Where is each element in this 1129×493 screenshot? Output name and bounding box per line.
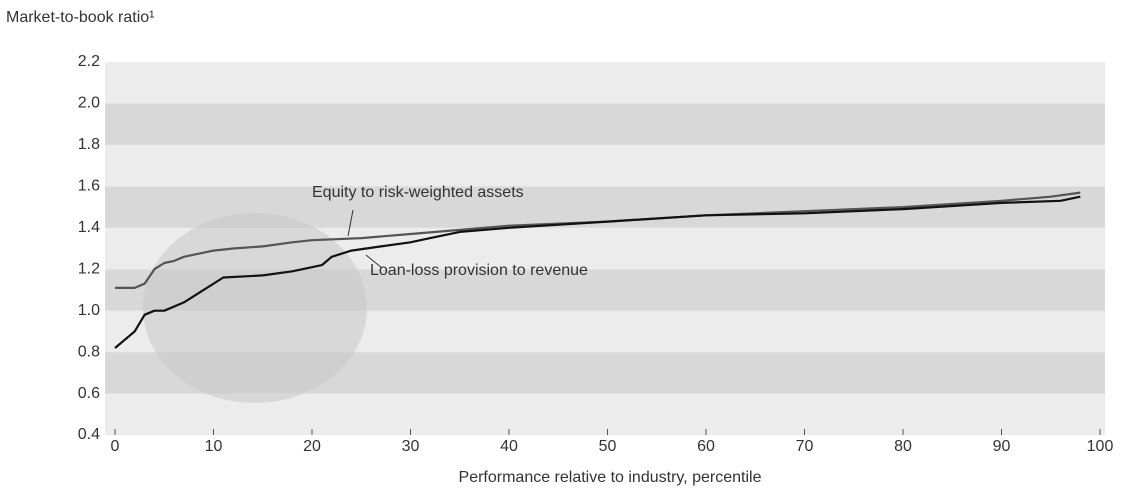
y-tick-label: 1.6 [78,178,100,195]
y-tick-label: 2.0 [78,95,100,112]
x-tick-label: 40 [500,438,518,455]
x-tick-label: 70 [796,438,814,455]
series-line [115,191,1081,289]
annotation-leader [365,254,383,269]
y-tick-label: 0.6 [78,385,100,402]
y-tick-label: 0.4 [78,426,100,443]
y-tick-label: 1.2 [78,260,100,277]
x-axis-title: Performance relative to industry, percen… [459,469,762,486]
series-line [114,195,1081,349]
x-tick-label: 100 [1087,438,1114,455]
y-tick-label: 0.8 [78,343,100,360]
x-tick-label: 60 [697,438,715,455]
y-tick-label: 1.0 [78,302,100,319]
highlight-ellipse [143,213,367,403]
x-tick-label: 0 [111,438,120,455]
grid-band [105,62,1105,104]
y-axis-title: Market-to-book ratio¹ [6,9,155,26]
x-tick-label: 20 [303,438,321,455]
x-tick-label: 30 [402,438,420,455]
y-tick-label: 2.2 [78,53,100,70]
series-label: Loan-loss provision to revenue [370,262,588,279]
x-tick-label: 90 [993,438,1011,455]
x-tick-label: 80 [894,438,912,455]
x-tick-label: 50 [599,438,617,455]
annotation-leader [347,209,354,237]
grid-band [105,103,1105,145]
series-label: Equity to risk-weighted assets [312,184,524,201]
y-tick-label: 1.4 [78,219,100,236]
grid-band [105,144,1105,187]
x-tick-label: 10 [205,438,223,455]
y-tick-label: 1.8 [78,136,100,153]
